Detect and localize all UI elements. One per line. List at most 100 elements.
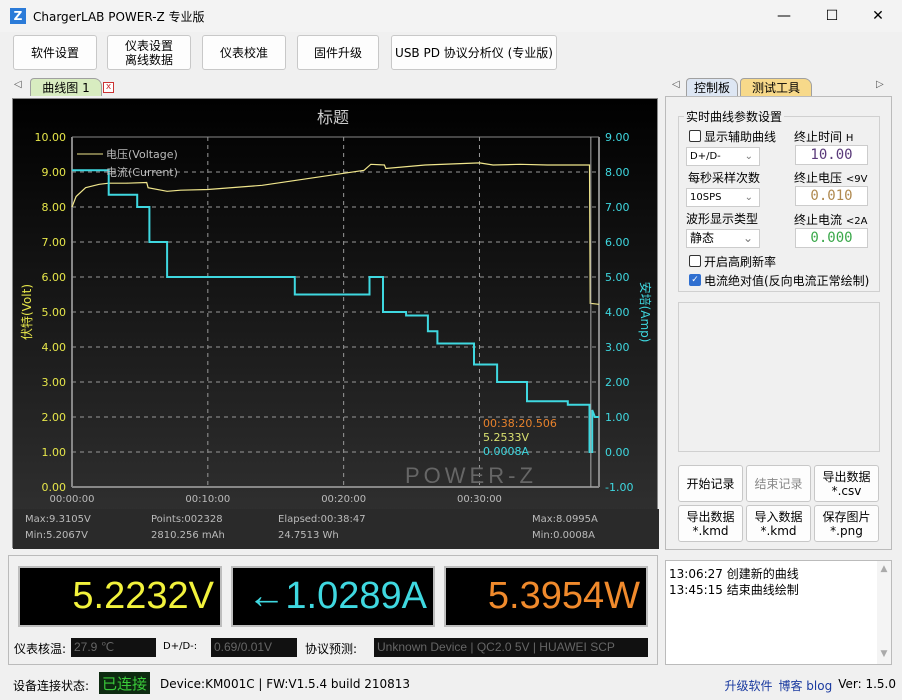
y-tick-label: 2.00 <box>42 411 67 424</box>
legend-voltage: 电压(Voltage) <box>106 148 178 161</box>
save-png-button[interactable]: 保存图片 *.png <box>814 505 879 542</box>
export-csv-button[interactable]: 导出数据 *.csv <box>814 465 879 502</box>
blog-link[interactable]: 博客 blog <box>778 679 833 693</box>
end-volt-label: 终止电压 <9V <box>794 171 868 185</box>
end-time-input[interactable]: 10.00 <box>795 145 868 165</box>
stat-amax: Max:8.0995A <box>532 514 598 525</box>
title-bar: Z ChargerLAB POWER-Z 专业版 — ☐ ✕ <box>0 0 902 32</box>
usb-pd-analyzer-button[interactable]: USB PD 协议分析仪 (专业版) <box>391 35 557 70</box>
y-tick-label: 7.00 <box>42 236 67 249</box>
stop-record-button[interactable]: 结束记录 <box>746 465 811 502</box>
start-record-button[interactable]: 开始记录 <box>678 465 743 502</box>
high-refresh-checkbox[interactable] <box>689 255 701 267</box>
y-axis-left-label: 伏特(Volt) <box>19 284 34 340</box>
legend-current: 电流(Current) <box>106 165 178 179</box>
stat-vmax: Max:9.3105V <box>25 514 91 525</box>
right-tab-nav-left-icon[interactable]: ◁ <box>672 79 680 90</box>
meter-settings-button[interactable]: 仪表设置 离线数据 <box>107 35 191 70</box>
wave-type-value: 静态 <box>690 231 715 245</box>
y-tick-label: 8.00 <box>42 201 67 214</box>
y2-tick-label: 9.00 <box>605 131 630 144</box>
protocol-label: 协议预测: <box>305 642 358 656</box>
x-tick-label: 00:30:00 <box>457 494 502 505</box>
status-bar: 设备连接状态: 已连接 Device:KM001C | FW:V1.5.4 bu… <box>0 668 902 700</box>
app-logo-icon: Z <box>10 8 26 24</box>
sps-select[interactable]: 10SPS ⌄ <box>686 188 760 207</box>
y-tick-label: 4.00 <box>42 341 67 354</box>
y-tick-label: 10.00 <box>35 131 67 144</box>
chart[interactable]: 标题 0.00 1.00 2.00 3.00 4.00 5.00 6.00 7.00 8.00 9… <box>13 99 659 549</box>
log-entry: 13:45:15 结束曲线绘制 <box>669 583 799 597</box>
right-panel <box>665 96 892 550</box>
status-links: 升级软件 博客 blog Ver: 1.5.0 <box>724 677 896 694</box>
chart-panel: 标题 0.00 1.00 2.00 3.00 4.00 5.00 6.00 7.00 8.00 9… <box>12 98 659 549</box>
connection-status-badge: 已连接 <box>99 672 151 694</box>
tab-test-tools[interactable]: 测试工具 <box>740 78 812 96</box>
stat-amin: Min:0.0008A <box>532 530 595 541</box>
dpdm-value: 0.69/0.01V <box>211 638 297 657</box>
device-info: Device:KM001C | FW:V1.5.4 build 210813 <box>160 677 411 691</box>
y2-tick-label: 0.00 <box>605 446 630 459</box>
tab-control-panel[interactable]: 控制板 <box>686 78 738 96</box>
y2-tick-label: 4.00 <box>605 306 630 319</box>
x-tick-label: 00:10:00 <box>185 494 230 505</box>
end-volt-input[interactable]: 0.010 <box>795 186 868 206</box>
right-tab-nav-right-icon[interactable]: ▷ <box>876 79 884 90</box>
abs-current-label: 电流绝对值(反向电流正常绘制) <box>704 274 870 288</box>
protocol-value: Unknown Device | QC2.0 5V | HUAWEI SCP <box>374 638 648 657</box>
wave-type-label: 波形显示类型 <box>686 212 759 226</box>
meter-panel <box>8 555 658 665</box>
export-kmd-button[interactable]: 导出数据 *.kmd <box>678 505 743 542</box>
x-tick-label: 00:00:00 <box>50 494 95 505</box>
chevron-down-icon: ⌄ <box>744 151 753 162</box>
y-tick-label: 9.00 <box>42 166 67 179</box>
aux-curve-checkbox[interactable] <box>689 130 701 142</box>
end-curr-input[interactable]: 0.000 <box>795 228 868 248</box>
stat-vmin: Min:5.2067V <box>25 530 88 541</box>
aux-curve-label: 显示辅助曲线 <box>704 130 777 144</box>
y-tick-label: 0.00 <box>42 481 67 494</box>
watermark-text: POWER-Z <box>405 463 537 488</box>
aux-curve-select[interactable]: D+/D- ⌄ <box>686 147 760 166</box>
temp-label: 仪表核温: <box>14 642 67 656</box>
dpdm-label: D+/D-: <box>163 641 198 652</box>
log-scrollbar[interactable]: ▲ ▼ <box>877 561 891 664</box>
sps-value: 10SPS <box>690 192 722 203</box>
maximize-button[interactable]: ☐ <box>825 8 839 24</box>
firmware-upgrade-button[interactable]: 固件升级 <box>297 35 379 70</box>
y2-tick-label: 5.00 <box>605 271 630 284</box>
y2-tick-label: 7.00 <box>605 201 630 214</box>
connection-label: 设备连接状态: <box>13 679 90 693</box>
software-settings-button[interactable]: 软件设置 <box>13 35 97 70</box>
window-title: ChargerLAB POWER-Z 专业版 <box>33 10 205 24</box>
sps-label: 每秒采样次数 <box>688 171 761 185</box>
minimize-button[interactable]: — <box>777 8 791 24</box>
tab-nav-left-icon[interactable]: ◁ <box>14 79 22 90</box>
stat-elapsed: Elapsed:00:38:47 <box>278 514 366 525</box>
tab-close-icon[interactable]: x <box>103 82 114 93</box>
import-kmd-button[interactable]: 导入数据 *.kmd <box>746 505 811 542</box>
y2-tick-label: 6.00 <box>605 236 630 249</box>
upgrade-link[interactable]: 升级软件 <box>724 679 773 693</box>
y-tick-label: 1.00 <box>42 446 67 459</box>
cursor-voltage: 5.2533V <box>483 431 529 444</box>
tab-curve-1[interactable]: 曲线图 1 <box>30 78 102 96</box>
meter-calibration-button[interactable]: 仪表校准 <box>202 35 286 70</box>
close-button[interactable]: ✕ <box>872 8 884 24</box>
chart-title: 标题 <box>317 108 349 127</box>
cursor-current: 0.0008A <box>483 445 529 458</box>
version-text: Ver: 1.5.0 <box>838 677 896 691</box>
high-refresh-label: 开启高刷新率 <box>704 255 777 269</box>
voltage-display: 5.2232V <box>18 566 222 627</box>
end-curr-label: 终止电流 <2A <box>794 213 868 227</box>
wave-type-select[interactable]: 静态 ⌄ <box>686 229 760 248</box>
watermark-logo: POWER-Z <box>405 463 537 488</box>
stat-wh: 24.7513 Wh <box>278 530 339 541</box>
log-panel: 13:06:27 创建新的曲线 13:45:15 结束曲线绘制 ▲ ▼ <box>665 560 892 665</box>
y2-tick-label: -1.00 <box>605 481 633 494</box>
x-tick-label: 00:20:00 <box>321 494 366 505</box>
current-series-line <box>72 169 599 453</box>
voltage-series-line <box>71 162 600 305</box>
abs-current-checkbox[interactable]: ✓ <box>689 274 701 286</box>
aux-select-value: D+/D- <box>690 151 721 162</box>
